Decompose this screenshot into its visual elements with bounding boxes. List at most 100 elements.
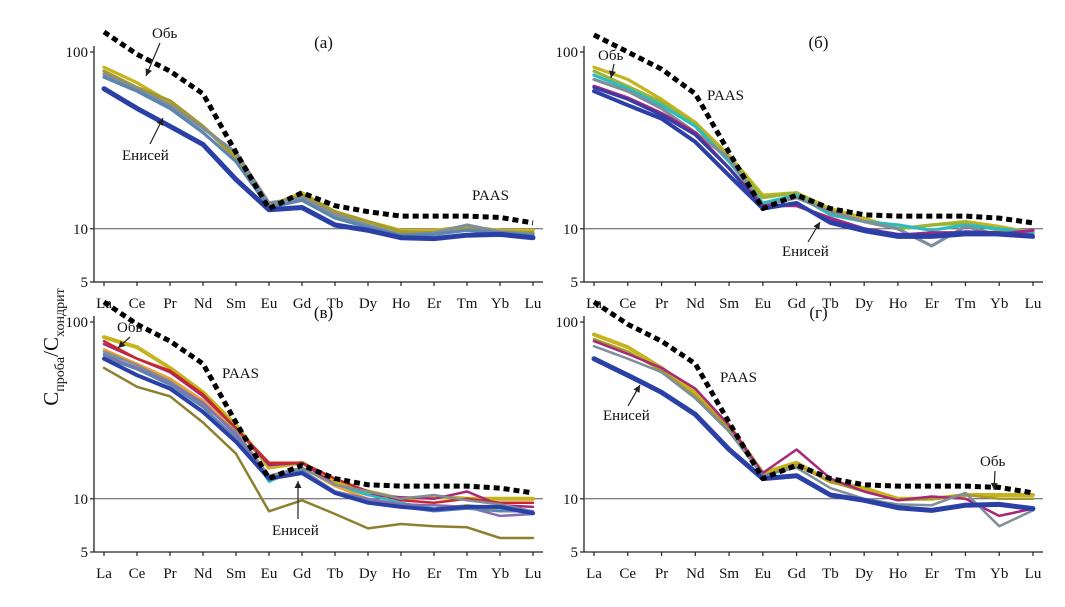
x-tick-label: Eu <box>261 296 278 312</box>
series-line-10 <box>102 366 535 540</box>
series-line-4 <box>592 344 1035 528</box>
annotation-label: Обь <box>980 454 1005 470</box>
x-tick-label: Ho <box>392 296 410 312</box>
y-tick-label: 10 <box>73 492 88 508</box>
series-line-7 <box>592 89 1035 239</box>
annotation-arrowhead <box>156 118 163 126</box>
y-tick-label: 100 <box>66 45 89 61</box>
series-line-4 <box>592 77 1035 248</box>
y-tick-label: 100 <box>556 45 579 61</box>
annotation-arrowhead <box>609 70 616 78</box>
y-tick-label: 100 <box>66 315 89 331</box>
series-line-paas <box>592 32 1034 226</box>
annotation-label: Обь <box>117 320 142 336</box>
x-tick-label: Tm <box>955 566 976 582</box>
x-tick-label: Tb <box>822 566 839 582</box>
x-tick-label: Er <box>925 566 939 582</box>
x-tick-label: Tm <box>457 566 478 582</box>
x-tick-label: Nd <box>194 566 213 582</box>
annotation-label: Енисей <box>603 408 650 424</box>
panel-label: (б) <box>809 33 829 52</box>
series-line-5 <box>591 356 1036 513</box>
x-tick-label: Dy <box>359 566 378 582</box>
x-tick-label: Er <box>427 566 441 582</box>
x-tick-label: Ce <box>619 296 636 312</box>
y-tick-label: 10 <box>563 222 578 238</box>
x-tick-label: Er <box>427 296 441 312</box>
y-label-sub2: хондрит <box>53 288 68 337</box>
y-label-sep: / <box>39 351 63 357</box>
y-label-main2: C <box>39 337 63 351</box>
series-line-2 <box>592 337 1035 502</box>
series-line-3 <box>102 72 535 237</box>
y-tick-label: 5 <box>81 545 89 561</box>
panel-label: (г) <box>809 303 827 322</box>
series-line-paas <box>592 299 1034 496</box>
x-tick-label: Nd <box>686 566 705 582</box>
x-tick-label: Gd <box>787 566 806 582</box>
x-tick-label: Ce <box>129 296 146 312</box>
x-tick-label: La <box>96 566 112 582</box>
x-tick-label: Ce <box>619 566 636 582</box>
annotation-label: PAAS <box>222 366 259 382</box>
x-tick-label: Yb <box>491 566 509 582</box>
y-tick-label: 5 <box>81 275 89 291</box>
annotation-label: PAAS <box>472 188 509 204</box>
series-line-4 <box>102 75 535 237</box>
y-tick-label: 10 <box>73 222 88 238</box>
x-tick-label: Tm <box>457 296 478 312</box>
y-label-main: C <box>39 392 63 406</box>
x-tick-label: Lu <box>525 566 542 582</box>
x-tick-label: Lu <box>1025 296 1042 312</box>
y-tick-label: 100 <box>556 315 579 331</box>
x-tick-label: La <box>586 566 602 582</box>
x-tick-label: Gd <box>787 296 806 312</box>
x-tick-label: Tb <box>327 296 344 312</box>
x-tick-label: Eu <box>755 566 772 582</box>
annotation-arrowhead <box>990 482 998 490</box>
x-tick-label: Pr <box>163 296 176 312</box>
x-tick-label: Sm <box>226 296 246 312</box>
x-tick-label: Tb <box>822 296 839 312</box>
series-line-3 <box>592 339 1035 518</box>
annotation-label: PAAS <box>707 88 744 104</box>
annotation-label: Обь <box>598 48 623 64</box>
series-line-paas <box>102 29 534 226</box>
annotation-label: Енисей <box>782 244 829 260</box>
x-tick-label: Ho <box>392 566 410 582</box>
panel-label: (в) <box>314 303 333 322</box>
x-tick-label: Ho <box>889 296 907 312</box>
x-tick-label: Ce <box>129 566 146 582</box>
y-tick-label: 5 <box>571 545 579 561</box>
x-tick-label: Eu <box>261 566 278 582</box>
x-tick-label: Sm <box>719 566 739 582</box>
y-axis-label: Cпроба/Cхондрит <box>39 288 68 405</box>
x-tick-label: Tb <box>327 566 344 582</box>
x-tick-label: Pr <box>655 566 668 582</box>
x-tick-label: Dy <box>855 566 874 582</box>
y-label-sub1: проба <box>53 356 68 392</box>
x-tick-label: Tm <box>955 296 976 312</box>
x-tick-label: Pr <box>655 296 668 312</box>
series-line-paas <box>102 299 534 496</box>
annotation-label: Енисей <box>122 148 169 164</box>
x-tick-label: Lu <box>1025 566 1042 582</box>
annotation-arrowhead <box>145 68 152 76</box>
annotation-arrowhead <box>118 340 126 348</box>
x-tick-label: Dy <box>855 296 874 312</box>
annotation-arrowhead <box>633 385 640 393</box>
panel-4: 5 10 100 La Ce Pr Nd Sm Eu Gd Tb Dy Ho Er Tm Yb Lu (г) Ени… <box>556 299 1043 582</box>
panel-label: (а) <box>314 33 333 52</box>
series-line-5 <box>101 86 536 242</box>
x-tick-label: Ho <box>889 566 907 582</box>
x-tick-label: Nd <box>686 296 705 312</box>
x-tick-label: Dy <box>359 296 378 312</box>
annotation-label: Обь <box>152 26 177 42</box>
y-tick-label: 10 <box>563 492 578 508</box>
x-tick-label: Sm <box>226 566 246 582</box>
series-line-1 <box>592 65 1035 235</box>
